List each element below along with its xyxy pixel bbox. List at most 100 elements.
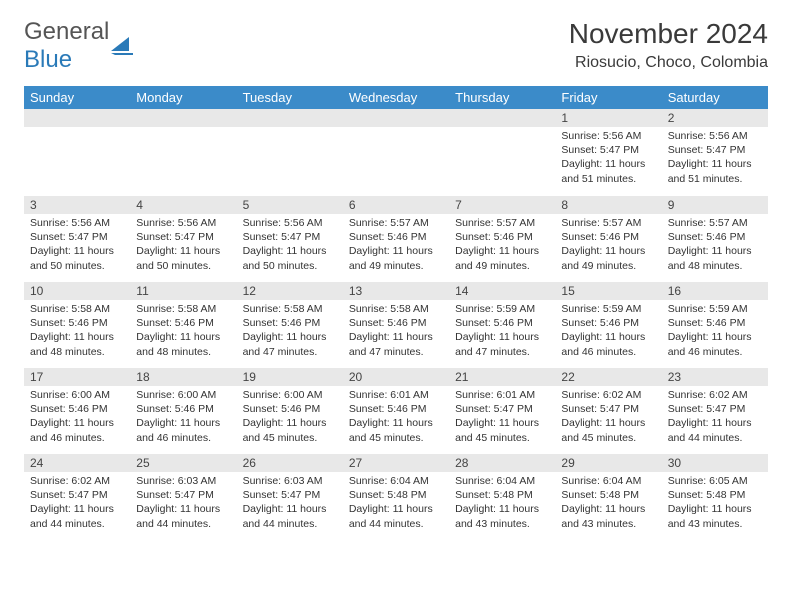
day-number: 7: [449, 196, 555, 214]
day-number: 14: [449, 282, 555, 300]
day-number: 30: [662, 454, 768, 472]
day-details: Sunrise: 5:56 AMSunset: 5:47 PMDaylight:…: [237, 214, 343, 277]
day-details: Sunrise: 5:57 AMSunset: 5:46 PMDaylight:…: [662, 214, 768, 277]
day-details: Sunrise: 5:58 AMSunset: 5:46 PMDaylight:…: [24, 300, 130, 363]
day-number: 5: [237, 196, 343, 214]
weekday-header: Sunday: [24, 86, 130, 109]
day-details: Sunrise: 5:57 AMSunset: 5:46 PMDaylight:…: [449, 214, 555, 277]
month-title: November 2024: [569, 18, 768, 50]
logo-sail-icon: [111, 37, 133, 55]
calendar-week-row: 24Sunrise: 6:02 AMSunset: 5:47 PMDayligh…: [24, 453, 768, 539]
day-details: Sunrise: 6:03 AMSunset: 5:47 PMDaylight:…: [237, 472, 343, 535]
title-block: November 2024 Riosucio, Choco, Colombia: [569, 18, 768, 72]
calendar-day-cell: 19Sunrise: 6:00 AMSunset: 5:46 PMDayligh…: [237, 367, 343, 453]
day-number: [449, 109, 555, 127]
calendar-body: 1Sunrise: 5:56 AMSunset: 5:47 PMDaylight…: [24, 109, 768, 539]
day-details: Sunrise: 6:04 AMSunset: 5:48 PMDaylight:…: [343, 472, 449, 535]
day-number: 8: [555, 196, 661, 214]
calendar-day-cell: 4Sunrise: 5:56 AMSunset: 5:47 PMDaylight…: [130, 195, 236, 281]
calendar-day-cell: 5Sunrise: 5:56 AMSunset: 5:47 PMDaylight…: [237, 195, 343, 281]
day-number: 9: [662, 196, 768, 214]
calendar-week-row: 17Sunrise: 6:00 AMSunset: 5:46 PMDayligh…: [24, 367, 768, 453]
day-number: 25: [130, 454, 236, 472]
day-number: 10: [24, 282, 130, 300]
calendar-day-cell: 26Sunrise: 6:03 AMSunset: 5:47 PMDayligh…: [237, 453, 343, 539]
calendar-day-cell: 8Sunrise: 5:57 AMSunset: 5:46 PMDaylight…: [555, 195, 661, 281]
day-number: 13: [343, 282, 449, 300]
logo-text: General Blue: [24, 18, 109, 74]
day-details: Sunrise: 5:58 AMSunset: 5:46 PMDaylight:…: [237, 300, 343, 363]
day-details: Sunrise: 5:56 AMSunset: 5:47 PMDaylight:…: [555, 127, 661, 190]
day-details: Sunrise: 6:05 AMSunset: 5:48 PMDaylight:…: [662, 472, 768, 535]
day-number: 22: [555, 368, 661, 386]
day-details: Sunrise: 6:02 AMSunset: 5:47 PMDaylight:…: [662, 386, 768, 449]
calendar-day-cell: 2Sunrise: 5:56 AMSunset: 5:47 PMDaylight…: [662, 109, 768, 195]
weekday-header: Monday: [130, 86, 236, 109]
logo-text-gray: General: [24, 18, 109, 45]
day-details: Sunrise: 5:58 AMSunset: 5:46 PMDaylight:…: [343, 300, 449, 363]
day-number: 12: [237, 282, 343, 300]
day-number: 21: [449, 368, 555, 386]
day-number: 18: [130, 368, 236, 386]
weekday-header: Friday: [555, 86, 661, 109]
day-number: [24, 109, 130, 127]
calendar-day-cell: 28Sunrise: 6:04 AMSunset: 5:48 PMDayligh…: [449, 453, 555, 539]
day-number: [130, 109, 236, 127]
day-number: 2: [662, 109, 768, 127]
day-details: Sunrise: 6:04 AMSunset: 5:48 PMDaylight:…: [449, 472, 555, 535]
calendar-day-cell: 13Sunrise: 5:58 AMSunset: 5:46 PMDayligh…: [343, 281, 449, 367]
day-details: Sunrise: 5:56 AMSunset: 5:47 PMDaylight:…: [130, 214, 236, 277]
day-number: 3: [24, 196, 130, 214]
calendar-day-cell: 24Sunrise: 6:02 AMSunset: 5:47 PMDayligh…: [24, 453, 130, 539]
calendar-day-cell: 23Sunrise: 6:02 AMSunset: 5:47 PMDayligh…: [662, 367, 768, 453]
calendar-day-cell: 1Sunrise: 5:56 AMSunset: 5:47 PMDaylight…: [555, 109, 661, 195]
day-details: Sunrise: 6:03 AMSunset: 5:47 PMDaylight:…: [130, 472, 236, 535]
day-details: Sunrise: 6:04 AMSunset: 5:48 PMDaylight:…: [555, 472, 661, 535]
day-details: Sunrise: 6:01 AMSunset: 5:47 PMDaylight:…: [449, 386, 555, 449]
day-number: 27: [343, 454, 449, 472]
logo: General Blue: [24, 18, 133, 74]
location-subtitle: Riosucio, Choco, Colombia: [569, 54, 768, 72]
day-number: 19: [237, 368, 343, 386]
calendar-day-cell: 20Sunrise: 6:01 AMSunset: 5:46 PMDayligh…: [343, 367, 449, 453]
day-details: Sunrise: 5:59 AMSunset: 5:46 PMDaylight:…: [662, 300, 768, 363]
day-number: 26: [237, 454, 343, 472]
weekday-header: Thursday: [449, 86, 555, 109]
day-details: Sunrise: 5:56 AMSunset: 5:47 PMDaylight:…: [662, 127, 768, 190]
calendar-week-row: 1Sunrise: 5:56 AMSunset: 5:47 PMDaylight…: [24, 109, 768, 195]
weekday-header-row: Sunday Monday Tuesday Wednesday Thursday…: [24, 86, 768, 109]
day-number: 6: [343, 196, 449, 214]
calendar-day-cell: 15Sunrise: 5:59 AMSunset: 5:46 PMDayligh…: [555, 281, 661, 367]
weekday-header: Tuesday: [237, 86, 343, 109]
calendar-day-cell: [237, 109, 343, 195]
day-number: [343, 109, 449, 127]
day-number: 23: [662, 368, 768, 386]
calendar-day-cell: 30Sunrise: 6:05 AMSunset: 5:48 PMDayligh…: [662, 453, 768, 539]
calendar-day-cell: 6Sunrise: 5:57 AMSunset: 5:46 PMDaylight…: [343, 195, 449, 281]
day-number: 17: [24, 368, 130, 386]
weekday-header: Saturday: [662, 86, 768, 109]
page-header: General Blue November 2024 Riosucio, Cho…: [24, 18, 768, 74]
day-number: 20: [343, 368, 449, 386]
calendar-day-cell: 10Sunrise: 5:58 AMSunset: 5:46 PMDayligh…: [24, 281, 130, 367]
day-details: Sunrise: 6:02 AMSunset: 5:47 PMDaylight:…: [555, 386, 661, 449]
calendar-day-cell: 27Sunrise: 6:04 AMSunset: 5:48 PMDayligh…: [343, 453, 449, 539]
day-number: 24: [24, 454, 130, 472]
calendar-week-row: 10Sunrise: 5:58 AMSunset: 5:46 PMDayligh…: [24, 281, 768, 367]
logo-text-blue: Blue: [24, 46, 72, 73]
calendar-day-cell: [24, 109, 130, 195]
day-details: Sunrise: 6:00 AMSunset: 5:46 PMDaylight:…: [130, 386, 236, 449]
calendar-week-row: 3Sunrise: 5:56 AMSunset: 5:47 PMDaylight…: [24, 195, 768, 281]
calendar-day-cell: 3Sunrise: 5:56 AMSunset: 5:47 PMDaylight…: [24, 195, 130, 281]
day-details: Sunrise: 5:59 AMSunset: 5:46 PMDaylight:…: [449, 300, 555, 363]
day-details: Sunrise: 5:57 AMSunset: 5:46 PMDaylight:…: [343, 214, 449, 277]
calendar-day-cell: 16Sunrise: 5:59 AMSunset: 5:46 PMDayligh…: [662, 281, 768, 367]
calendar-day-cell: [343, 109, 449, 195]
day-number: 4: [130, 196, 236, 214]
day-number: [237, 109, 343, 127]
calendar-day-cell: 12Sunrise: 5:58 AMSunset: 5:46 PMDayligh…: [237, 281, 343, 367]
day-number: 29: [555, 454, 661, 472]
calendar-day-cell: 11Sunrise: 5:58 AMSunset: 5:46 PMDayligh…: [130, 281, 236, 367]
day-details: Sunrise: 5:57 AMSunset: 5:46 PMDaylight:…: [555, 214, 661, 277]
calendar-day-cell: 25Sunrise: 6:03 AMSunset: 5:47 PMDayligh…: [130, 453, 236, 539]
